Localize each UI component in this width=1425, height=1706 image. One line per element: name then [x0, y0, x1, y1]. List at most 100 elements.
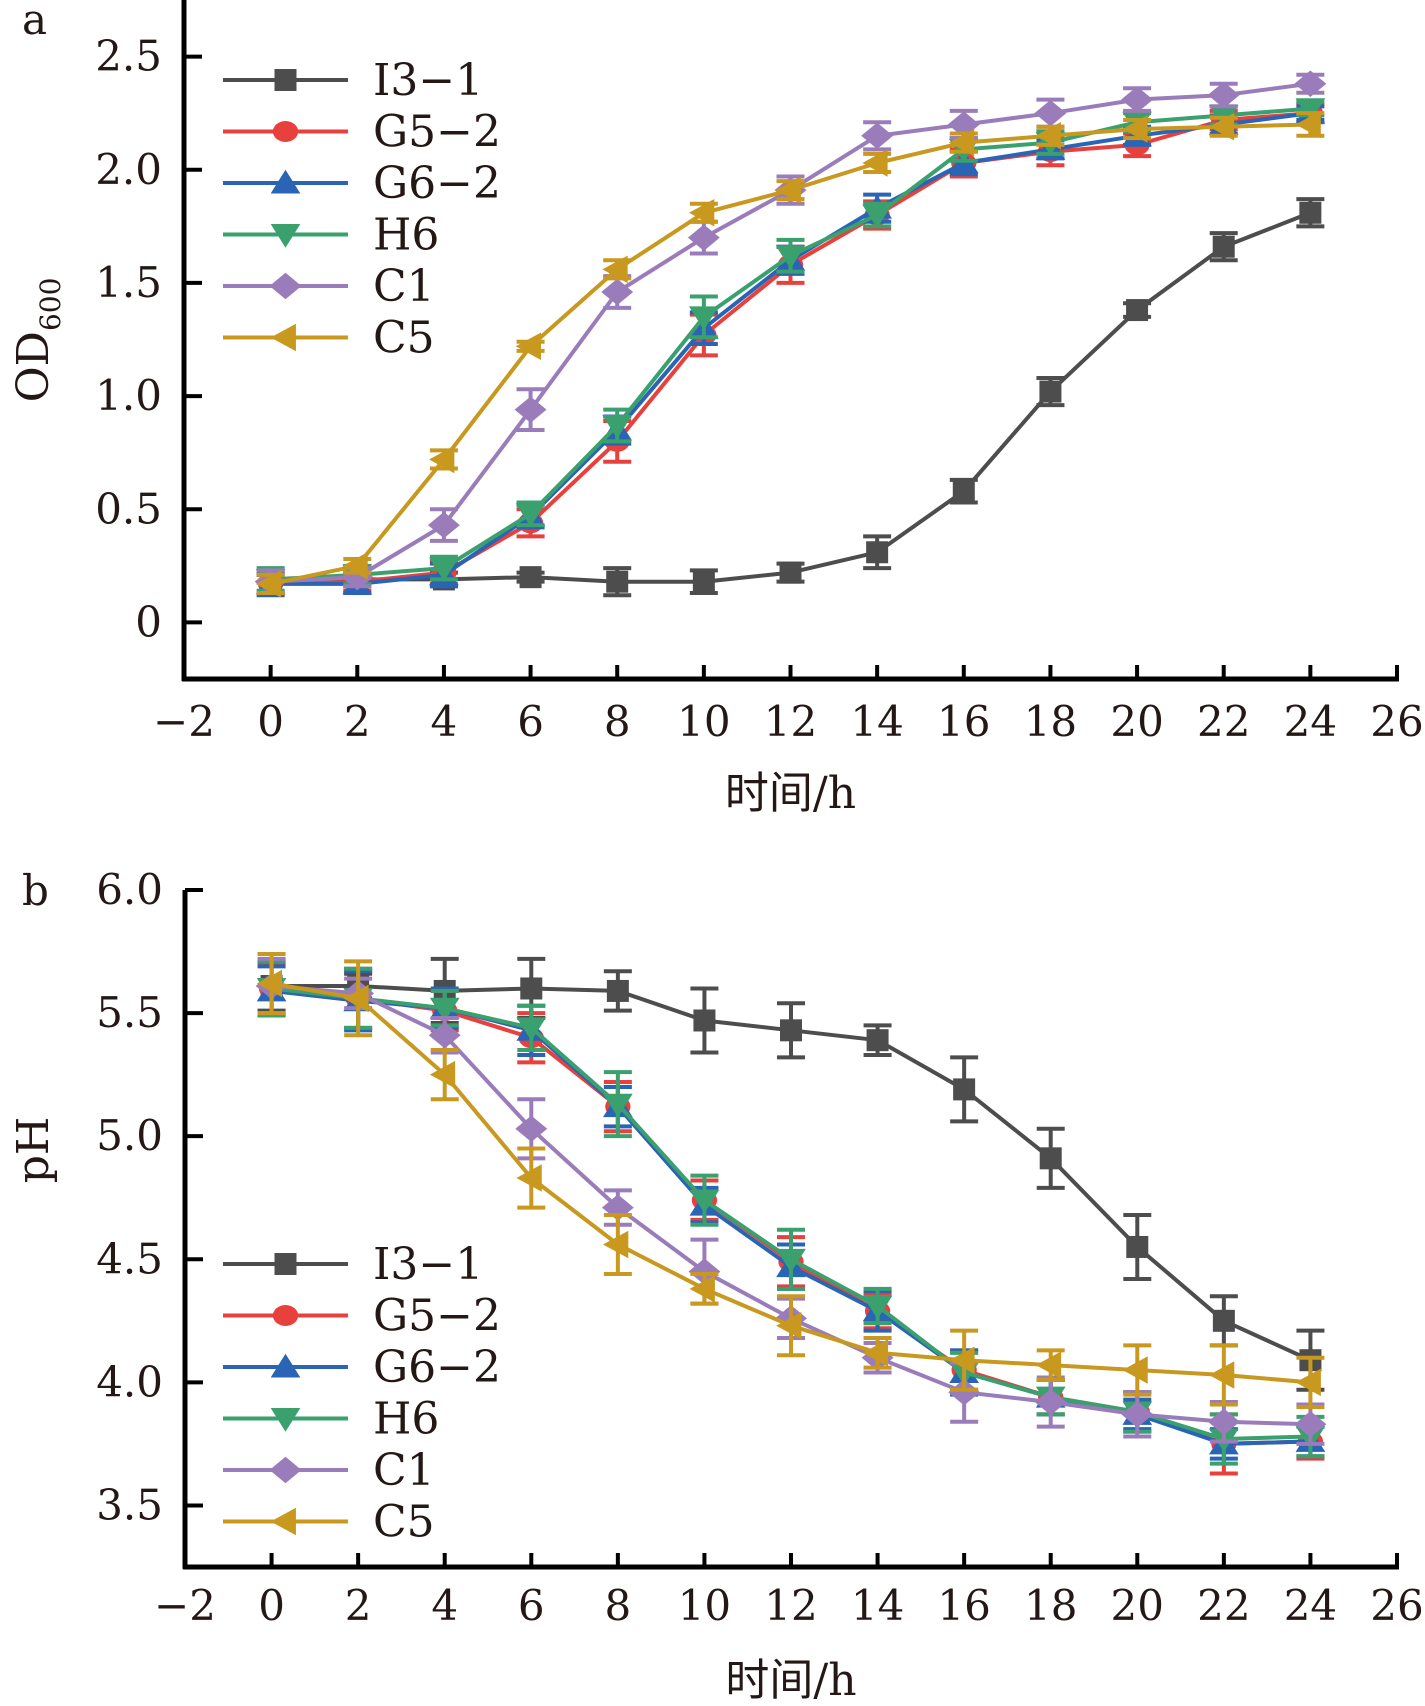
- marker-square: [1126, 1235, 1149, 1258]
- x-tick-label: 10: [678, 1581, 731, 1630]
- marker-square: [1212, 1309, 1235, 1332]
- x-axis-title: 时间/h: [725, 1655, 856, 1706]
- legend-label: C1: [373, 1445, 435, 1496]
- y-axis-title: pH: [8, 1117, 59, 1184]
- marker-square: [779, 561, 802, 584]
- x-tick-label: 24: [1284, 697, 1337, 746]
- marker-triangle-left: [775, 176, 801, 204]
- marker-triangle-left: [602, 255, 628, 284]
- x-tick-label: −2: [153, 697, 215, 746]
- x-tick-label: 22: [1197, 1581, 1250, 1630]
- marker-triangle-down: [689, 306, 719, 331]
- marker-triangle-down: [603, 1093, 633, 1118]
- marker-triangle-left: [342, 552, 368, 580]
- marker-triangle-left: [255, 570, 282, 598]
- marker-diamond: [1121, 86, 1154, 113]
- marker-diamond: [269, 1456, 302, 1484]
- y-tick-label: 6.0: [96, 865, 163, 914]
- series-c5: [255, 110, 1325, 598]
- x-tick-label: 14: [850, 697, 903, 746]
- marker-triangle-left: [270, 323, 296, 352]
- series-c5: [256, 952, 1325, 1409]
- marker-triangle-left: [429, 445, 455, 474]
- x-tick-label: 16: [937, 697, 990, 746]
- marker-square: [692, 570, 715, 593]
- marker-triangle-left: [270, 1507, 296, 1536]
- marker-triangle-left: [1208, 112, 1235, 141]
- x-tick-label: 16: [937, 1581, 990, 1630]
- marker-diamond: [1294, 70, 1327, 97]
- x-axis-title: 时间/h: [725, 768, 856, 819]
- legend-item: H6: [223, 210, 439, 261]
- marker-triangle-down: [1295, 98, 1326, 122]
- legend-label: H6: [373, 210, 439, 261]
- marker-square: [274, 1253, 297, 1275]
- y-tick-label: 1.5: [95, 258, 162, 307]
- marker-diamond: [601, 278, 634, 306]
- marker-triangle-left: [1122, 115, 1148, 143]
- marker-triangle-left: [1295, 110, 1321, 139]
- marker-triangle-left: [516, 1164, 542, 1192]
- marker-triangle-up: [270, 1353, 301, 1378]
- legend-label: G6−2: [373, 158, 501, 209]
- x-tick-label: 26: [1370, 697, 1423, 746]
- legend-item: C5: [223, 313, 435, 364]
- x-tick-label: 12: [764, 697, 817, 746]
- marker-diamond: [427, 511, 460, 539]
- legend-label: G5−2: [373, 1291, 501, 1342]
- x-tick-label: 22: [1197, 697, 1250, 746]
- legend-item: G5−2: [223, 1291, 501, 1342]
- y-tick-label: 5.0: [96, 1111, 163, 1160]
- marker-square: [519, 566, 542, 589]
- x-tick-label: 24: [1284, 1581, 1337, 1630]
- marker-diamond: [948, 1379, 981, 1406]
- legend-label: G5−2: [373, 107, 501, 158]
- marker-triangle-up: [270, 169, 301, 194]
- y-tick-label: 0: [135, 597, 162, 646]
- marker-diamond: [269, 272, 302, 300]
- marker-diamond: [341, 563, 374, 591]
- y-axis-title-subscript: 600: [34, 278, 67, 331]
- marker-triangle-left: [949, 1346, 975, 1374]
- legend-label: C5: [373, 1497, 435, 1548]
- y-tick-label: 2.0: [95, 145, 162, 194]
- marker-triangle-down: [515, 503, 546, 527]
- marker-diamond: [1294, 1411, 1327, 1438]
- marker-square: [952, 480, 975, 503]
- marker-triangle-left: [1035, 122, 1061, 150]
- marker-square: [866, 1029, 889, 1052]
- x-tick-label: 12: [764, 1581, 817, 1630]
- x-tick-label: 6: [517, 697, 544, 746]
- panel-label: a: [22, 0, 47, 44]
- marker-triangle-left: [1295, 1368, 1321, 1397]
- legend-item: I3−1: [223, 55, 483, 106]
- y-tick-label: 5.5: [96, 988, 163, 1037]
- marker-triangle-down: [429, 997, 460, 1022]
- legend-label: G6−2: [373, 1342, 501, 1393]
- legend-item: C5: [223, 1497, 435, 1548]
- marker-square: [866, 541, 889, 564]
- marker-square: [953, 1078, 976, 1101]
- x-tick-label: −2: [154, 1581, 216, 1630]
- marker-diamond: [1207, 1408, 1240, 1435]
- marker-triangle-down: [270, 224, 301, 248]
- x-tick-label: 8: [604, 697, 631, 746]
- marker-triangle-down: [516, 1017, 547, 1042]
- marker-diamond: [1121, 1401, 1154, 1428]
- marker-triangle-down: [776, 1248, 806, 1273]
- marker-diamond: [688, 1258, 721, 1285]
- legend-label: I3−1: [373, 55, 483, 106]
- y-tick-label: 4.0: [96, 1357, 163, 1406]
- marker-triangle-down: [862, 204, 892, 229]
- legend-label: C1: [373, 261, 435, 312]
- marker-triangle-left: [343, 984, 369, 1013]
- legend-item: C1: [223, 1445, 435, 1496]
- marker-diamond: [687, 224, 720, 251]
- panel-label: b: [22, 866, 49, 915]
- x-tick-label: 2: [344, 697, 371, 746]
- marker-triangle-left: [1122, 1356, 1148, 1384]
- y-axis-title-main: pH: [8, 1117, 59, 1184]
- marker-triangle-down: [689, 1189, 720, 1214]
- marker-triangle-left: [948, 128, 975, 157]
